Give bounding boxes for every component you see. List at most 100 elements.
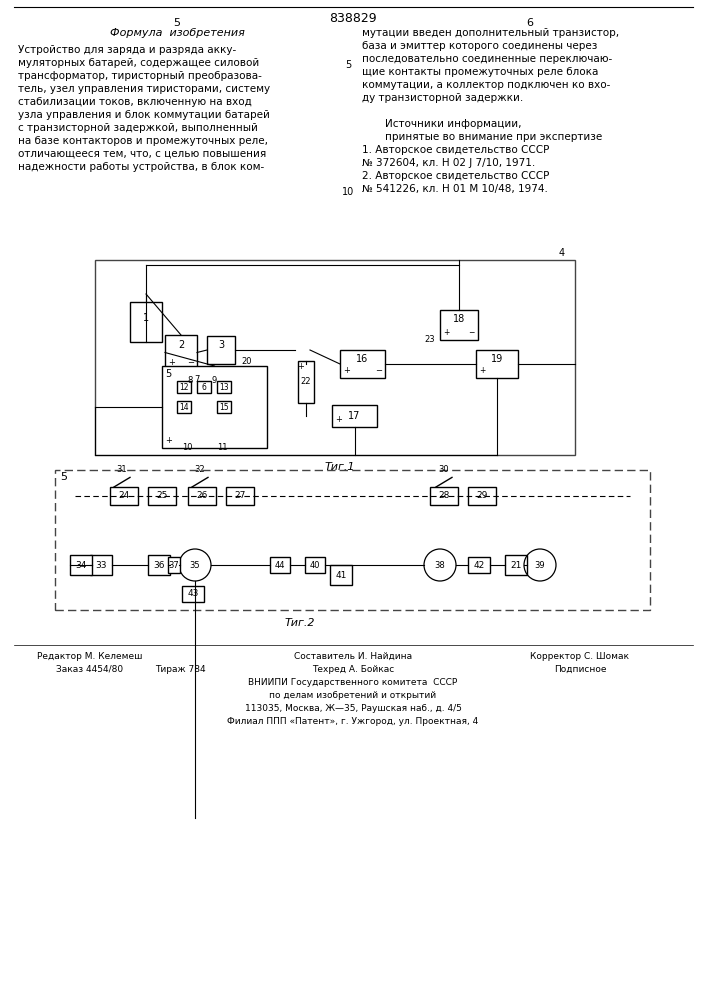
Text: база и эмиттер которого соединены через: база и эмиттер которого соединены через [362,41,597,51]
Text: 29: 29 [477,491,488,500]
Text: трансформатор, тиристорный преобразова-: трансформатор, тиристорный преобразова- [18,71,262,81]
Text: на базе контакторов и промежуточных реле,: на базе контакторов и промежуточных реле… [18,136,268,146]
Text: 8: 8 [187,376,192,385]
Text: принятые во внимание при экспертизе: принятые во внимание при экспертизе [385,132,602,142]
Text: Устройство для заряда и разряда акку-: Устройство для заряда и разряда акку- [18,45,236,55]
Text: отличающееся тем, что, с целью повышения: отличающееся тем, что, с целью повышения [18,149,267,159]
Text: 44: 44 [275,560,285,570]
Bar [168,557,180,573]
Text: № 541226, кл. Н 01 М 10/48, 1974.: № 541226, кл. Н 01 М 10/48, 1974. [362,184,548,194]
Bar [55,470,650,610]
Text: 1: 1 [143,313,149,323]
Text: Источники информации,: Источники информации, [385,119,522,129]
Text: стабилизации токов, включенную на вход: стабилизации токов, включенную на вход [18,97,252,107]
Text: 28: 28 [438,491,450,500]
Text: +: + [297,362,304,371]
Text: 33: 33 [95,560,107,570]
Text: 31: 31 [117,465,127,474]
Text: 36: 36 [153,560,165,570]
Text: Τиг.2: Τиг.2 [285,618,315,628]
Text: 32: 32 [194,465,205,474]
Text: −: − [375,366,382,375]
Text: +: + [165,436,172,445]
Text: 7: 7 [194,375,199,384]
Text: 4: 4 [559,248,565,258]
Bar [95,260,575,455]
Text: 1. Авторское свидетельство СССР: 1. Авторское свидетельство СССР [362,145,549,155]
Text: 5: 5 [173,18,180,28]
Text: Тираж 784: Тираж 784 [155,665,205,674]
Text: 16: 16 [356,354,368,364]
Bar [305,557,325,573]
Text: −: − [469,328,475,337]
Bar [468,557,490,573]
Text: Техред А. Бойкас: Техред А. Бойкас [312,665,394,674]
Text: 11: 11 [217,443,228,452]
Text: Редактор М. Келемеш: Редактор М. Келемеш [37,652,143,661]
Text: −: − [187,358,194,367]
Text: 2. Авторское свидетельство СССР: 2. Авторское свидетельство СССР [362,171,549,181]
Bar [505,555,527,575]
Text: по делам изобретений и открытий: по делам изобретений и открытий [269,691,436,700]
Text: Составитель И. Найдина: Составитель И. Найдина [294,652,412,661]
Bar [110,487,138,505]
Text: с транзисторной задержкой, выполненный: с транзисторной задержкой, выполненный [18,123,258,133]
Bar [197,381,211,393]
Text: 24: 24 [118,491,129,500]
Bar [162,366,267,448]
Text: 12: 12 [180,382,189,391]
Bar [177,401,191,413]
Text: Заказ 4454/80: Заказ 4454/80 [57,665,124,674]
Text: +: + [443,328,450,337]
Text: 20: 20 [241,357,252,365]
Bar [165,335,197,370]
Bar [340,350,385,378]
Text: 6: 6 [527,18,534,28]
Text: муляторных батарей, содержащее силовой: муляторных батарей, содержащее силовой [18,58,259,68]
Text: 35: 35 [189,560,200,570]
Text: ду транзисторной задержки.: ду транзисторной задержки. [362,93,523,103]
Text: 21: 21 [510,560,522,570]
Text: Подписное: Подписное [554,665,606,674]
Text: 3: 3 [218,340,224,350]
Text: 30: 30 [438,465,450,474]
Bar [430,487,458,505]
Text: 34: 34 [76,560,87,570]
Text: 26: 26 [197,491,208,500]
Bar [207,336,235,364]
Text: 5: 5 [345,60,351,70]
Text: 14: 14 [179,402,189,412]
Text: +: + [335,415,342,424]
Bar [90,555,112,575]
Text: мутации введен дополнительный транзистор,: мутации введен дополнительный транзистор… [362,28,619,38]
Bar [298,361,314,403]
Text: +: + [343,366,350,375]
Text: 43: 43 [187,589,199,598]
Text: 42: 42 [474,560,484,570]
Text: 113035, Москва, Ж—35, Раушская наб., д. 4/5: 113035, Москва, Ж—35, Раушская наб., д. … [245,704,462,713]
Text: 838829: 838829 [329,12,377,25]
Text: Филиал ППП «Патент», г. Ужгород, ул. Проектная, 4: Филиал ППП «Патент», г. Ужгород, ул. Про… [228,717,479,726]
Text: 10: 10 [182,443,192,452]
Bar [188,487,216,505]
Text: 23: 23 [424,336,435,344]
Bar [177,381,191,393]
Text: +: + [168,358,175,367]
Text: 41: 41 [335,570,346,580]
Bar [476,350,518,378]
Text: 25: 25 [156,491,168,500]
Text: 9: 9 [212,376,217,385]
Bar [270,557,290,573]
Text: 6: 6 [201,382,206,391]
Text: ВНИИПИ Государственного комитета  СССР: ВНИИПИ Государственного комитета СССР [248,678,457,687]
Text: 37: 37 [169,560,180,570]
Text: надежности работы устройства, в блок ком-: надежности работы устройства, в блок ком… [18,162,264,172]
Bar [148,555,170,575]
Bar [148,487,176,505]
Text: 40: 40 [310,560,320,570]
Text: 17: 17 [349,411,361,421]
Bar [332,405,377,427]
Text: Τиг.1: Τиг.1 [325,462,355,472]
Text: щие контакты промежуточных реле блока: щие контакты промежуточных реле блока [362,67,598,77]
Text: 5: 5 [165,369,171,379]
